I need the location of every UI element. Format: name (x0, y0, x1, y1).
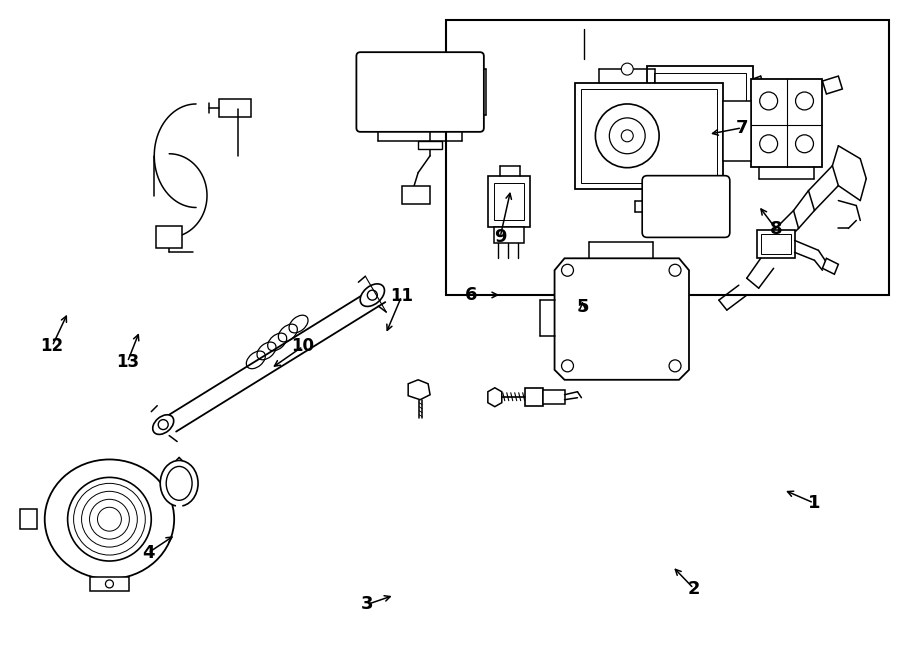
Polygon shape (823, 76, 842, 94)
Polygon shape (823, 258, 839, 274)
Circle shape (676, 176, 696, 196)
Text: 3: 3 (361, 596, 374, 613)
Circle shape (669, 360, 681, 372)
Ellipse shape (45, 459, 175, 579)
Circle shape (796, 135, 814, 153)
FancyBboxPatch shape (356, 52, 484, 132)
Circle shape (669, 264, 681, 276)
Bar (760, 235, 790, 254)
Circle shape (562, 264, 573, 276)
Bar (157, 227, 182, 249)
Circle shape (796, 92, 814, 110)
Text: 7: 7 (736, 119, 749, 137)
Bar (446, 20, 889, 295)
Bar (402, 186, 430, 204)
Ellipse shape (360, 284, 384, 307)
Text: 5: 5 (576, 298, 589, 316)
FancyBboxPatch shape (643, 176, 730, 237)
Circle shape (621, 130, 634, 142)
Bar (488, 176, 530, 227)
Circle shape (365, 86, 377, 98)
Circle shape (609, 118, 645, 154)
Circle shape (562, 360, 573, 372)
Polygon shape (20, 509, 37, 529)
Circle shape (578, 274, 665, 362)
Bar (494, 227, 524, 243)
Circle shape (760, 92, 778, 110)
Bar (757, 231, 795, 258)
Circle shape (563, 260, 679, 376)
Polygon shape (488, 388, 502, 407)
Bar (654, 73, 746, 131)
Text: 6: 6 (465, 286, 478, 304)
Text: 13: 13 (116, 353, 139, 371)
Text: 11: 11 (390, 288, 413, 305)
Bar (723, 101, 751, 161)
Bar (525, 388, 543, 406)
Circle shape (357, 78, 385, 106)
Polygon shape (89, 577, 130, 591)
Polygon shape (554, 258, 689, 380)
Ellipse shape (153, 415, 174, 434)
Bar (494, 182, 524, 221)
Text: 9: 9 (494, 228, 507, 246)
Bar (581, 89, 717, 182)
Text: 4: 4 (141, 544, 154, 562)
Bar (543, 390, 564, 404)
Bar (751, 79, 823, 167)
Text: 8: 8 (770, 220, 782, 238)
Circle shape (596, 104, 659, 168)
Ellipse shape (166, 467, 192, 500)
Text: 12: 12 (40, 337, 64, 356)
Ellipse shape (160, 461, 198, 506)
Text: 10: 10 (292, 337, 314, 356)
Circle shape (105, 580, 113, 588)
Bar (418, 141, 442, 149)
Circle shape (158, 420, 168, 430)
Bar (219, 99, 251, 117)
Text: 2: 2 (688, 580, 700, 598)
Text: 1: 1 (807, 494, 820, 512)
Circle shape (68, 477, 151, 561)
Circle shape (621, 63, 634, 75)
Circle shape (760, 135, 778, 153)
Bar (575, 83, 723, 188)
Circle shape (608, 304, 635, 332)
Bar (647, 66, 752, 137)
Polygon shape (409, 380, 430, 400)
Circle shape (367, 290, 377, 300)
